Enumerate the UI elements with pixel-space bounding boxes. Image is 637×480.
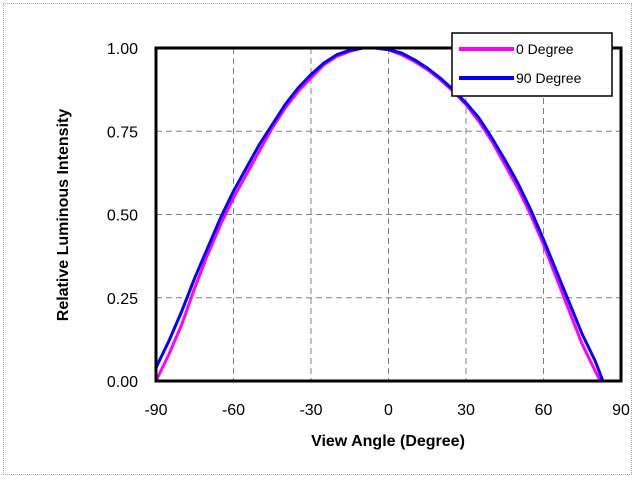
series-lines (154, 46, 614, 383)
x-axis-title: View Angle (Degree) (311, 433, 465, 450)
series-line-90-degree (154, 46, 614, 383)
legend: 0 Degree 90 Degree (451, 32, 613, 97)
legend-box (451, 32, 613, 97)
x-tick-label: -30 (299, 402, 322, 419)
y-tick-labels: 0.00 0.25 0.50 0.75 1.00 (107, 41, 138, 391)
x-tick-label: 90 (612, 402, 630, 419)
luminous-intensity-chart: -90 -60 -30 0 30 60 90 0.00 0.25 0.50 0.75 1.00 Vi… (55, 32, 630, 450)
x-tick-label: -90 (144, 402, 167, 419)
y-axis-title: Relative Luminous Intensity (55, 109, 72, 322)
x-tick-label: 60 (535, 402, 553, 419)
chart-frame: -90 -60 -30 0 30 60 90 0.00 0.25 0.50 0.75 1.00 Vi… (3, 3, 632, 475)
legend-label-90-degree: 90 Degree (516, 70, 582, 86)
y-tick-label: 0.50 (107, 208, 138, 225)
legend-label-0-degree: 0 Degree (516, 41, 574, 57)
y-tick-label: 0.75 (107, 124, 138, 141)
x-tick-labels: -90 -60 -30 0 30 60 90 (144, 402, 630, 419)
plot-border (154, 46, 623, 383)
x-tick-label: -60 (222, 402, 245, 419)
y-tick-label: 0.00 (107, 374, 138, 391)
x-tick-label: 0 (384, 402, 393, 419)
y-tick-label: 1.00 (107, 41, 138, 58)
x-tick-label: 30 (457, 402, 475, 419)
y-tick-label: 0.25 (107, 291, 138, 308)
